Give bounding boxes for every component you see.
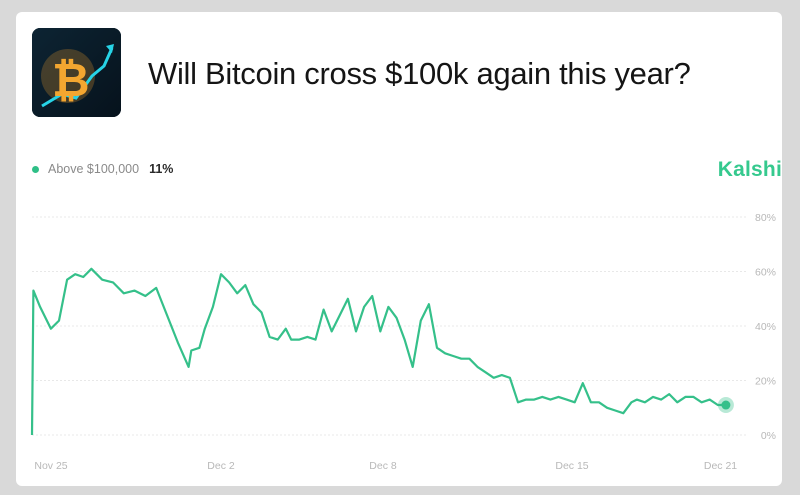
series-legend: Above $100,000 11% — [32, 162, 173, 176]
legend-label: Above $100,000 — [48, 162, 140, 176]
y-tick-label: 40% — [755, 321, 776, 333]
legend-value: 11% — [149, 162, 174, 176]
series-line — [30, 267, 726, 436]
y-tick-label: 0% — [761, 430, 776, 442]
y-tick-label: 20% — [755, 376, 776, 388]
brand-logo[interactable]: Kalshi — [717, 158, 782, 181]
x-tick-label: Dec 21 — [704, 460, 737, 472]
x-tick-label: Nov 25 — [34, 460, 67, 472]
x-tick-label: Dec 8 — [369, 460, 397, 472]
probability-chart: 0% 20% 40% 60% 80% Nov 25 Dec 2 Dec 8 Dec 15 Dec … — [30, 212, 776, 472]
bitcoin-icon: ₿ — [32, 28, 121, 117]
market-thumbnail[interactable]: ₿ — [32, 28, 121, 117]
svg-text:₿: ₿ — [52, 54, 90, 106]
legend-dot — [32, 165, 39, 173]
market-card: ₿ Will Bitcoin cross $100k again this ye… — [16, 12, 782, 486]
x-tick-label: Dec 15 — [555, 460, 588, 472]
market-title: Will Bitcoin cross $100k again this year… — [148, 56, 691, 91]
y-tick-label: 60% — [755, 267, 776, 279]
endpoint-marker — [721, 400, 731, 410]
y-tick-label: 80% — [755, 212, 776, 224]
x-tick-label: Dec 2 — [207, 460, 235, 472]
